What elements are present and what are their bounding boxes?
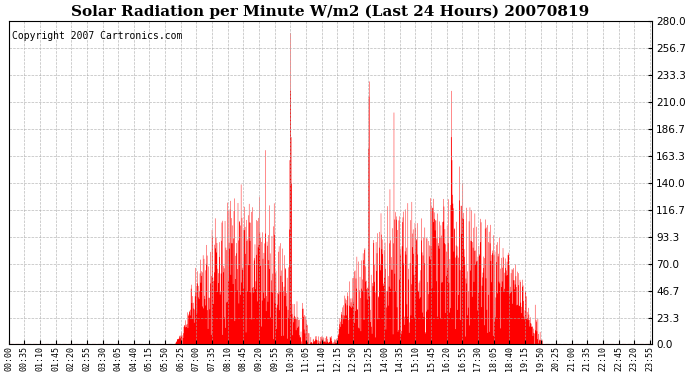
Text: Copyright 2007 Cartronics.com: Copyright 2007 Cartronics.com (12, 31, 182, 41)
Title: Solar Radiation per Minute W/m2 (Last 24 Hours) 20070819: Solar Radiation per Minute W/m2 (Last 24… (71, 4, 589, 18)
